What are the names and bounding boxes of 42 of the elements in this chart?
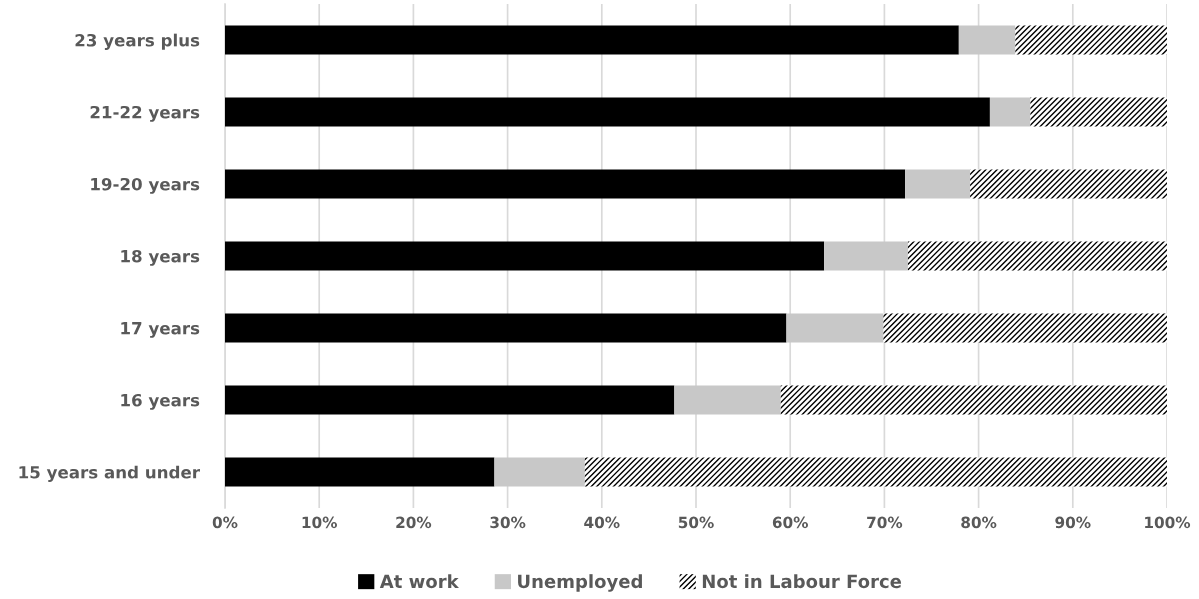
y-tick-label: 19-20 years (91, 177, 200, 194)
bar (786, 313, 884, 343)
x-tick-label: 100% (1145, 516, 1191, 529)
bar (1030, 97, 1167, 127)
legend-label: Unemployed (518, 574, 642, 592)
y-tick-label: 15 years and under (19, 465, 200, 482)
y-tick-label: 21-22 years (90, 105, 200, 122)
bar (1015, 25, 1167, 55)
y-tick-label: 23 years plus (75, 33, 200, 50)
x-tick-label: 60% (772, 516, 808, 529)
x-tick-label: 70% (867, 516, 903, 529)
bar (225, 241, 825, 271)
x-tick-label: 0% (212, 516, 238, 529)
bar (780, 385, 1167, 415)
x-tick-label: 50% (678, 516, 714, 529)
x-tick-label: 10% (302, 516, 337, 529)
bar (584, 457, 1167, 487)
bar (494, 457, 585, 487)
bar (674, 385, 781, 415)
x-tick-label: 80% (961, 516, 997, 529)
y-tick-label: 18 years (121, 249, 200, 266)
bar (958, 25, 1016, 55)
legend-label: Not in Labour Force (702, 574, 902, 589)
legend-label: At work (379, 574, 459, 589)
x-tick-label: 20% (396, 516, 432, 529)
bar (824, 241, 908, 271)
bar (970, 169, 1167, 199)
x-tick-label: 30% (490, 516, 526, 529)
x-tick-label: 40% (584, 516, 620, 529)
bar (225, 169, 906, 199)
bar (225, 385, 675, 415)
bar (225, 457, 495, 487)
y-tick-label: 16 years (121, 393, 200, 410)
bar (225, 313, 787, 343)
bar (883, 313, 1167, 343)
y-tick-label: 17 years (121, 322, 200, 338)
bar (907, 241, 1167, 271)
bar (905, 169, 971, 199)
bar (989, 97, 1031, 127)
x-tick-label: 90% (1055, 516, 1091, 529)
bar (225, 25, 959, 55)
bar (225, 97, 990, 127)
